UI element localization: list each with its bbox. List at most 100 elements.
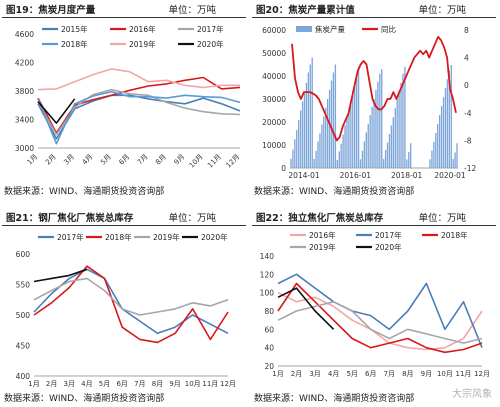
series-line xyxy=(37,76,241,134)
chart-unit: 单位：万吨 xyxy=(418,213,466,224)
chart-source: 数据来源：WIND、海通期货投资咨询部 xyxy=(4,187,165,197)
bar xyxy=(334,64,337,168)
bar xyxy=(452,158,454,168)
y-tick-label: 60 xyxy=(264,325,274,334)
x-tick-label: 3月 xyxy=(309,370,320,378)
chart-title: 图21：钢厂焦化厂焦炭总库存 xyxy=(6,213,134,224)
bar xyxy=(342,134,344,168)
bar xyxy=(355,73,358,168)
x-tick-label: 12月 xyxy=(474,370,490,378)
series-line xyxy=(37,90,241,145)
y-tick-label: 40000 xyxy=(262,72,286,81)
title-rule xyxy=(2,225,246,226)
bar xyxy=(338,151,340,168)
bar xyxy=(336,159,338,168)
bar xyxy=(354,82,356,168)
bar xyxy=(377,81,379,169)
x-tick-label: 3月 xyxy=(62,153,76,167)
series-line xyxy=(33,277,229,316)
bar xyxy=(400,82,402,168)
x-tick-label: 9月 xyxy=(173,153,187,167)
title-rule xyxy=(2,17,246,18)
bar xyxy=(379,73,381,168)
chart-title: 图19：焦炭月度产量 xyxy=(6,5,96,16)
series-line xyxy=(277,273,483,348)
x-tick-label: 2014-01 xyxy=(288,171,320,180)
x-tick-label: 4月 xyxy=(81,380,92,388)
series-line xyxy=(33,268,229,335)
legend-swatch xyxy=(296,26,312,32)
y-tick-label: 3800 xyxy=(15,87,34,96)
x-tick-label: 6月 xyxy=(117,153,131,167)
legend-label: 2018年 xyxy=(61,39,88,49)
x-tick-label: 7月 xyxy=(136,153,150,167)
legend-label: 2019年 xyxy=(153,232,180,242)
x-tick-label: 9月 xyxy=(169,380,180,388)
bar xyxy=(303,92,306,168)
x-tick-label: 10月 xyxy=(185,380,201,388)
x-tick-label: 4月 xyxy=(328,370,339,378)
y-tick-label: 50000 xyxy=(262,49,286,58)
y2-tick-label: 0 xyxy=(464,81,469,90)
bar xyxy=(396,99,398,168)
bar xyxy=(352,91,354,168)
x-tick-label: 10月 xyxy=(188,153,205,170)
x-tick-label: 9月 xyxy=(421,370,432,378)
series-line xyxy=(33,268,88,283)
y-tick-label: 80 xyxy=(264,307,274,316)
y-tick-label: 20000 xyxy=(262,118,286,127)
x-tick-label: 2月 xyxy=(291,370,302,378)
legend-label: 2018年 xyxy=(441,230,468,240)
series-line xyxy=(37,98,76,124)
x-tick-label: 1月 xyxy=(26,153,40,167)
bar xyxy=(292,149,294,168)
bar xyxy=(406,159,408,168)
y-tick-label: 3400 xyxy=(15,116,34,125)
x-tick-label: 1月 xyxy=(28,380,39,388)
chart-plot: 3000 3400 3800 4200 4600 1月 2月 3月 4月 5月 6月 7月 8月 9月 10… xyxy=(15,24,242,170)
bar xyxy=(446,79,449,168)
bar xyxy=(315,150,317,169)
bar xyxy=(365,132,367,168)
bar xyxy=(323,116,325,169)
bar xyxy=(371,107,373,168)
watermark: 大宗风象 xyxy=(452,389,492,400)
x-tick-label: 11月 xyxy=(206,153,223,170)
bar xyxy=(440,106,443,168)
bar xyxy=(298,120,300,168)
legend-label: 同比 xyxy=(381,24,396,34)
bar xyxy=(454,152,456,168)
y2-tick-label: 4 xyxy=(464,54,469,63)
y-tick-label: 400 xyxy=(16,372,31,381)
title-rule xyxy=(252,17,496,18)
bar xyxy=(307,72,310,168)
bar xyxy=(450,65,452,168)
bar xyxy=(369,115,371,168)
bar xyxy=(313,159,315,168)
chart-source: 数据来源：WIND、海通期货投资咨询部 xyxy=(254,394,415,404)
chart-title: 图22：独立焦化厂焦炭总库存 xyxy=(256,213,384,224)
x-tick-label: 5月 xyxy=(346,370,357,378)
bar xyxy=(402,73,404,168)
legend-label: 2017年 xyxy=(375,230,402,240)
bar xyxy=(359,159,362,168)
bar xyxy=(299,110,302,168)
y-tick-label: 100 xyxy=(260,289,275,298)
chart-plot: 400 450 500 550 600 1月 2月 3月 4月 5月 6月 7月 8月 9月 10月 11月 1… xyxy=(16,232,236,388)
title-rule xyxy=(252,225,496,226)
bar xyxy=(344,125,346,168)
bar xyxy=(367,123,369,168)
x-tick-label: 11月 xyxy=(455,370,471,378)
x-tick-label: 8月 xyxy=(154,153,168,167)
chart-plot: 20 40 60 80 100 120 140 1月 2月 3月 4月 5月 6月 7月 8月 9月 10月 11… xyxy=(260,230,490,378)
y-tick-label: 20 xyxy=(264,362,274,371)
x-tick-label: 7月 xyxy=(384,370,395,378)
y2-tick-label: -4 xyxy=(464,109,472,118)
legend-label: 2016年 xyxy=(309,230,336,240)
bar xyxy=(363,141,366,168)
bar xyxy=(431,150,433,168)
y2-tick-label: -8 xyxy=(464,136,472,145)
bar xyxy=(435,133,437,168)
bar xyxy=(392,117,394,168)
chart-unit: 单位：万吨 xyxy=(418,5,466,16)
